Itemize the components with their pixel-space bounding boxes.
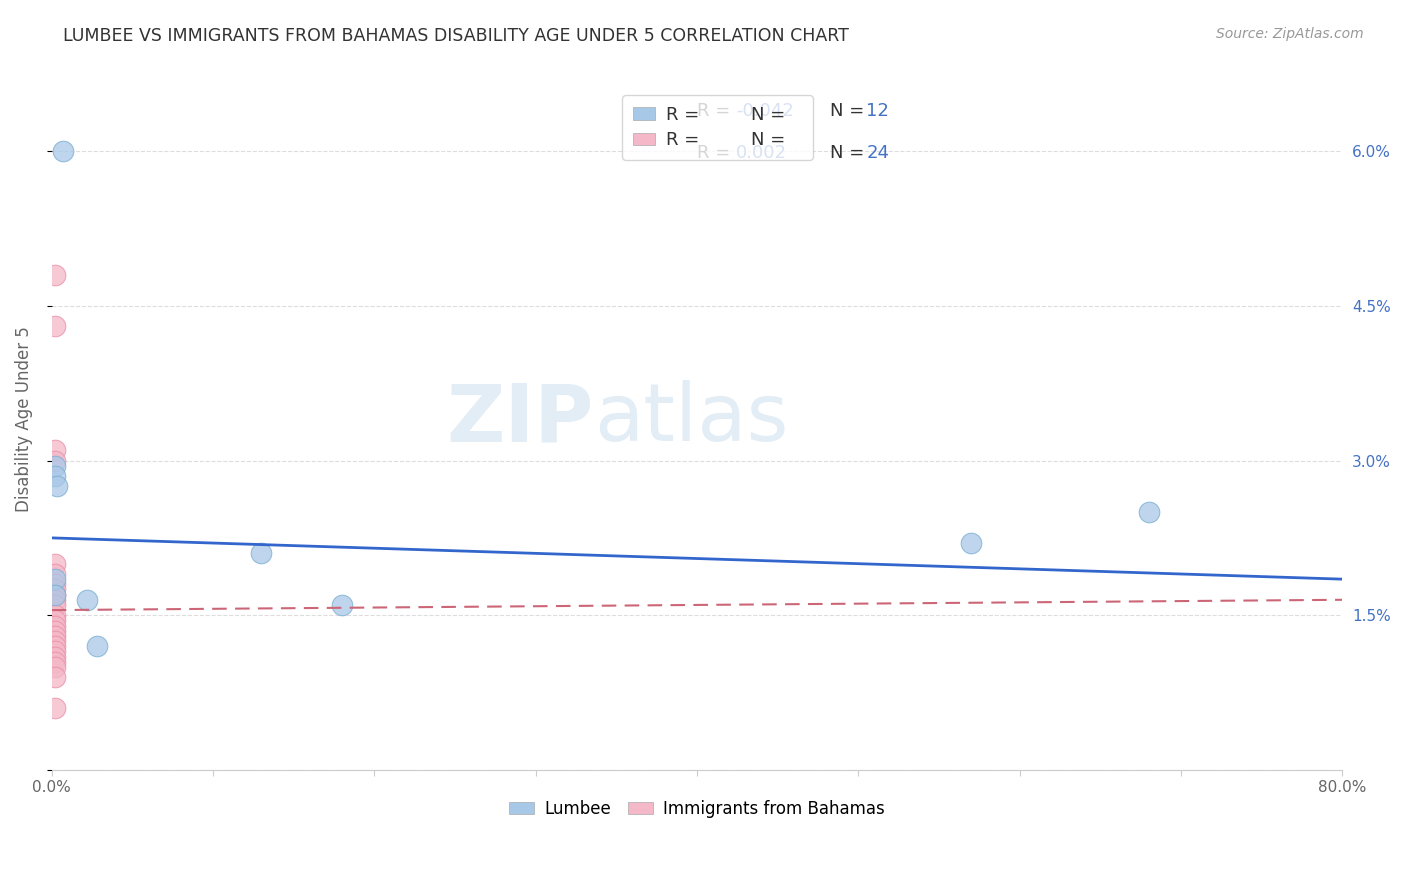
Point xyxy=(44,701,66,715)
Text: Source: ZipAtlas.com: Source: ZipAtlas.com xyxy=(1216,27,1364,41)
Text: 24: 24 xyxy=(866,144,889,161)
Point xyxy=(45,479,67,493)
Point xyxy=(330,598,353,612)
Text: 0.002: 0.002 xyxy=(735,144,787,161)
Point xyxy=(44,443,66,458)
Point xyxy=(44,572,66,586)
Point xyxy=(44,634,66,648)
Y-axis label: Disability Age Under 5: Disability Age Under 5 xyxy=(15,326,32,512)
Point xyxy=(44,566,66,581)
Text: atlas: atlas xyxy=(593,380,789,458)
Legend: Lumbee, Immigrants from Bahamas: Lumbee, Immigrants from Bahamas xyxy=(503,794,891,825)
Point xyxy=(44,588,66,602)
Point xyxy=(960,536,983,550)
Point xyxy=(44,639,66,653)
Text: N =: N = xyxy=(830,144,870,161)
Point xyxy=(44,319,66,334)
Point xyxy=(44,655,66,669)
Point xyxy=(44,618,66,632)
Text: R =: R = xyxy=(697,102,737,120)
Point xyxy=(250,546,273,560)
Point xyxy=(44,614,66,628)
Point xyxy=(44,608,66,623)
Point xyxy=(44,453,66,467)
Point xyxy=(44,592,66,607)
Text: ZIP: ZIP xyxy=(447,380,593,458)
Point xyxy=(76,592,98,607)
Point xyxy=(44,268,66,282)
Point xyxy=(44,660,66,674)
Point xyxy=(44,582,66,597)
Point xyxy=(44,577,66,591)
Point xyxy=(86,639,108,653)
Point xyxy=(44,649,66,664)
Point xyxy=(44,458,66,473)
Point xyxy=(44,670,66,684)
Point xyxy=(44,629,66,643)
Point xyxy=(1137,505,1160,519)
Point xyxy=(52,144,75,158)
Text: N =: N = xyxy=(830,102,870,120)
Text: R =: R = xyxy=(697,144,742,161)
Point xyxy=(44,588,66,602)
Text: LUMBEE VS IMMIGRANTS FROM BAHAMAS DISABILITY AGE UNDER 5 CORRELATION CHART: LUMBEE VS IMMIGRANTS FROM BAHAMAS DISABI… xyxy=(63,27,849,45)
Point xyxy=(44,624,66,638)
Point xyxy=(44,598,66,612)
Text: -0.042: -0.042 xyxy=(735,102,793,120)
Text: 12: 12 xyxy=(866,102,889,120)
Point xyxy=(44,557,66,571)
Point xyxy=(44,469,66,483)
Point xyxy=(44,644,66,658)
